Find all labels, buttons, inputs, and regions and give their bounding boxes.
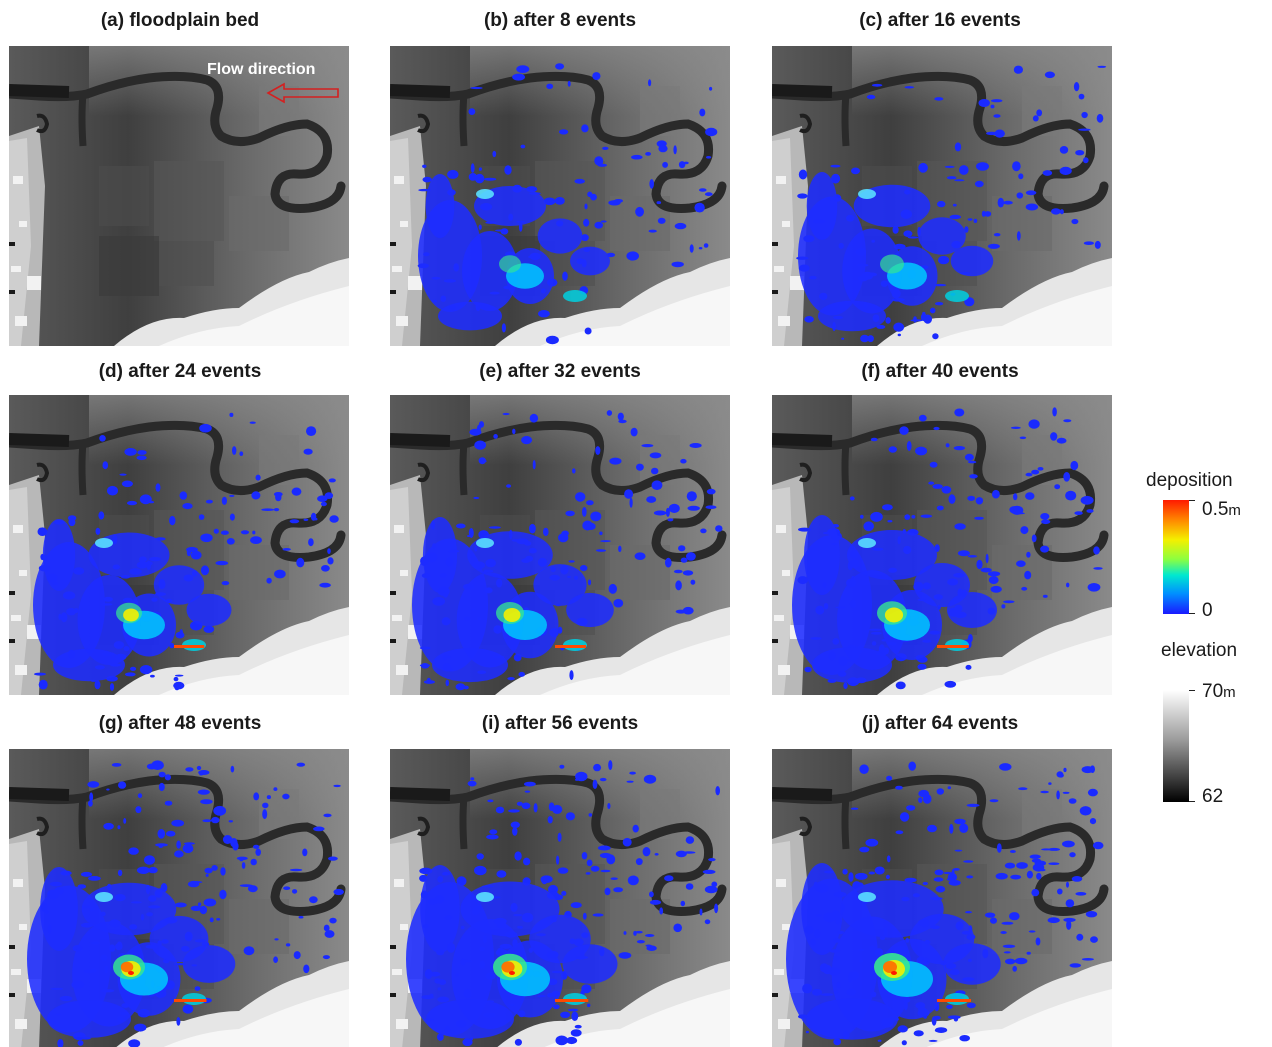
flow-direction-label: Flow direction: [207, 61, 316, 78]
map-panel-e: [390, 395, 730, 695]
map-panel-d: [9, 395, 349, 695]
map-panel-c: [772, 46, 1112, 346]
panel-title-e: (e) after 32 events: [479, 361, 641, 382]
elevation-legend-title: elevation: [1161, 640, 1238, 661]
flow-direction-arrow-icon: [266, 82, 339, 104]
map-panel-g: [9, 749, 349, 1047]
panel-title-c: (c) after 16 events: [859, 10, 1021, 31]
deposition-max-label: 0.5m: [1202, 499, 1241, 520]
map-panel-i: [390, 749, 730, 1047]
panel-title-b: (b) after 8 events: [483, 10, 637, 31]
deposition-min-label: 0: [1202, 600, 1213, 621]
panel-title-g: (g) after 48 events: [98, 713, 262, 734]
map-panel-b: [390, 46, 730, 346]
panel-title-a: (a) floodplain bed: [100, 10, 260, 31]
elevation-colorbar: [1163, 690, 1189, 802]
elevation-min-label: 62: [1202, 786, 1224, 807]
map-panel-a: [9, 46, 349, 346]
map-panel-j: [772, 749, 1112, 1047]
panel-title-i: (i) after 56 events: [481, 713, 639, 734]
deposition-legend-title: deposition: [1146, 470, 1233, 491]
deposition-colorbar: [1163, 500, 1189, 614]
panel-title-f: (f) after 40 events: [861, 361, 1019, 382]
panel-title-d: (d) after 24 events: [98, 361, 262, 382]
map-panel-f: [772, 395, 1112, 695]
elevation-max-label: 70m: [1202, 681, 1236, 702]
panel-title-j: (j) after 64 events: [861, 713, 1019, 734]
